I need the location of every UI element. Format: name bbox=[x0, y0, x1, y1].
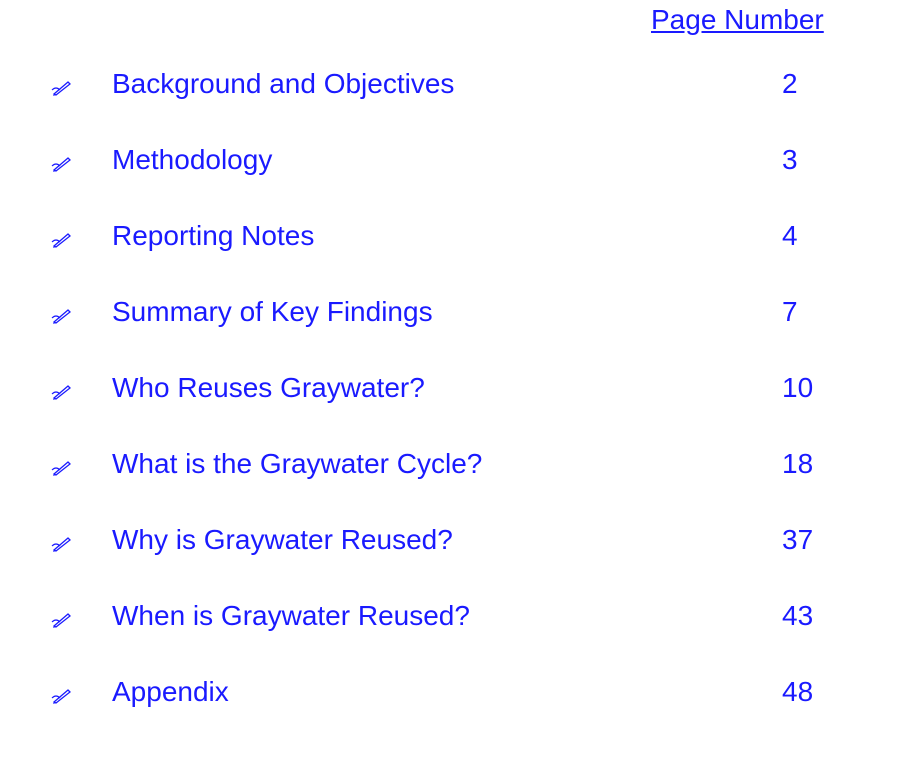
toc-entry: Why is Graywater Reused? 37 bbox=[0, 524, 917, 564]
toc-entry: What is the Graywater Cycle? 18 bbox=[0, 448, 917, 488]
entry-title: When is Graywater Reused? bbox=[112, 600, 470, 631]
toc-entry: Methodology 3 bbox=[0, 144, 917, 184]
entry-page: 48 bbox=[782, 676, 814, 707]
entry-page: 43 bbox=[782, 600, 814, 631]
pen-bullet bbox=[51, 537, 71, 552]
entry-page: 10 bbox=[782, 372, 814, 403]
page-number-header: Page Number bbox=[651, 4, 824, 35]
pen-bullet bbox=[51, 461, 71, 476]
toc-entry: Appendix 48 bbox=[0, 676, 917, 716]
pen-bullet bbox=[51, 613, 71, 628]
toc-entry: Summary of Key Findings 7 bbox=[0, 296, 917, 336]
pen-bullet bbox=[51, 385, 71, 400]
entry-title: Reporting Notes bbox=[112, 220, 315, 251]
entry-page: 37 bbox=[782, 524, 814, 555]
entry-page: 7 bbox=[782, 296, 798, 327]
pen-bullet bbox=[51, 81, 71, 96]
pen-bullet bbox=[51, 233, 71, 248]
entry-title: Who Reuses Graywater? bbox=[112, 372, 425, 403]
entry-title: Background and Objectives bbox=[112, 68, 455, 99]
entry-title: Summary of Key Findings bbox=[112, 296, 433, 327]
pen-bullet bbox=[51, 157, 71, 172]
pen-bullet bbox=[51, 689, 71, 704]
entry-title: Appendix bbox=[112, 676, 229, 707]
entry-page: 2 bbox=[782, 68, 798, 99]
entry-page: 18 bbox=[782, 448, 814, 479]
entry-page: 3 bbox=[782, 144, 798, 175]
toc-entry: Reporting Notes 4 bbox=[0, 220, 917, 260]
pen-bullet bbox=[51, 309, 71, 324]
entry-title: Methodology bbox=[112, 144, 273, 175]
entry-title: What is the Graywater Cycle? bbox=[112, 448, 483, 479]
toc-entry: Who Reuses Graywater? 10 bbox=[0, 372, 917, 412]
entry-title: Why is Graywater Reused? bbox=[112, 524, 453, 555]
entry-page: 4 bbox=[782, 220, 798, 251]
toc-entry: Background and Objectives 2 bbox=[0, 68, 917, 108]
toc-entry: When is Graywater Reused? 43 bbox=[0, 600, 917, 640]
